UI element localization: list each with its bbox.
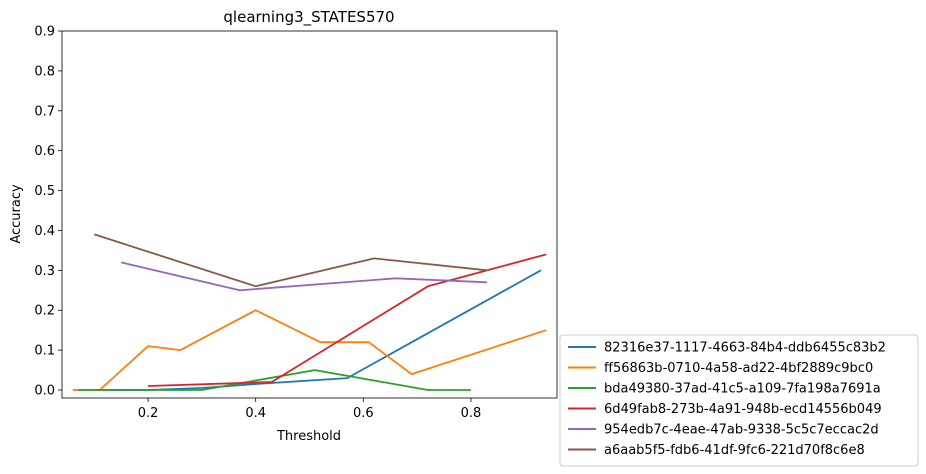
chart-title: qlearning3_STATES570 — [223, 8, 394, 27]
legend-label: 82316e37-1117-4663-84b4-ddb6455c83b2 — [604, 341, 886, 356]
y-tick-label: 0.7 — [34, 104, 55, 119]
plot-area — [62, 31, 557, 398]
y-tick-label: 0.1 — [34, 344, 55, 359]
x-axis-label: Threshold — [276, 429, 341, 444]
y-axis-label: Accuracy — [9, 184, 24, 244]
x-tick-label: 0.4 — [245, 406, 266, 421]
plot-frame — [61, 30, 558, 399]
x-tick-label: 0.8 — [461, 406, 482, 421]
y-tick-label: 0.2 — [34, 304, 55, 319]
y-tick-label: 0.5 — [34, 184, 55, 199]
y-tick-label: 0.8 — [34, 64, 55, 79]
series-line-3 — [78, 369, 471, 391]
x-tick-label: 0.2 — [138, 406, 159, 421]
axes-layer: 0.2 0.4 0.6 0.8 0.0 0.1 0.2 0.3 0.4 0.5 0.6 0.7 0.8 0… — [34, 25, 481, 422]
legend-label: bda49380-37ad-41c5-a109-7fa198a7691a — [604, 382, 881, 397]
y-tick-label: 0.6 — [34, 144, 55, 159]
series-line-5 — [120, 261, 488, 292]
series-line-2 — [72, 309, 547, 391]
legend-label: a6aab5f5-fdb6-41df-9fc6-221d70f8c6e8 — [604, 443, 865, 458]
legend-frame — [559, 334, 919, 467]
legend: 82316e37-1117-4663-84b4-ddb6455c83b2 ff56… — [559, 334, 919, 467]
legend-label: 6d49fab8-273b-4a91-948b-ecd14556b049 — [604, 402, 882, 417]
series-line-6 — [94, 233, 488, 288]
y-tick-label: 0.9 — [34, 25, 55, 40]
legend-label: ff56863b-0710-4a58-ad22-4bf2889c9bc0 — [604, 361, 873, 376]
legend-label: 954edb7c-4eae-47ab-9338-5c5c7eccac2d — [604, 423, 879, 438]
series-layer — [72, 233, 547, 391]
x-tick-label: 0.6 — [353, 406, 374, 421]
y-tick-label: 0.4 — [34, 224, 55, 239]
y-tick-label: 0.3 — [34, 264, 55, 279]
y-tick-label: 0.0 — [34, 384, 55, 399]
